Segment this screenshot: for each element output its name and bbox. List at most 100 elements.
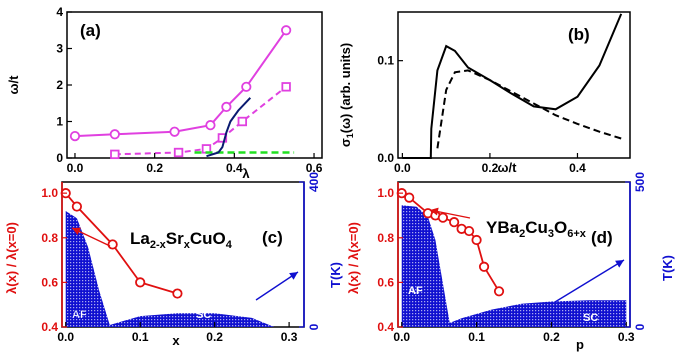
panel-c-x-ticks: 0.0 0.1 0.2 0.3: [57, 322, 298, 344]
panel-a-x-ticks: 0.0 0.2 0.4 0.6: [67, 153, 323, 175]
panel-c-blue-arrow-head: [289, 272, 298, 280]
panel-c-sc-label: SC: [196, 309, 211, 321]
panel-d-ylabel-right: T(K): [660, 255, 675, 281]
panel-c-formula-mid: Sr: [166, 229, 184, 248]
panel-a-ytick-label: 0: [56, 151, 63, 165]
panel-c-point: [135, 277, 146, 288]
panel-d-ytick-label: 0.6: [377, 275, 394, 289]
panel-a-point: [109, 129, 120, 140]
panel-d-point: [463, 225, 475, 237]
panel-a-point: [169, 126, 180, 137]
panel-b-label: (b): [568, 25, 590, 44]
panel-a-y-ticks: 0 1 2 3 4: [56, 5, 72, 165]
panel-d-ytick-label: 0.8: [377, 231, 394, 245]
panel-b-ytick-label: 0.1: [377, 54, 394, 68]
panel-d-label: (d): [591, 228, 613, 247]
panel-d-phase-regions: [401, 205, 627, 327]
panel-c-ytick-label: 0: [307, 323, 321, 330]
panel-b-xtick-label: 0.4: [569, 161, 586, 175]
panel-a-xtick-label: 0.4: [226, 161, 243, 175]
panel-b-xtick-label: 0.2: [482, 161, 499, 175]
panel-b-series-1-line: [436, 69, 622, 149]
panel-d-af-region: [401, 205, 451, 327]
panel-b-ylabel-sigma: σ: [338, 138, 353, 147]
panel-d-ytick-label: 1.0: [377, 186, 394, 200]
panel-d-point: [404, 192, 415, 203]
panel-a-label: (a): [80, 21, 101, 40]
panel-d-point: [437, 212, 449, 223]
panel-a-ytick-label: 2: [56, 78, 63, 92]
panel-a-series-0-line: [74, 29, 287, 138]
panel-d-marks: [396, 182, 631, 327]
panel-d-ytick-label: 0: [633, 323, 647, 330]
panel-c-ytick-label: 0.8: [41, 231, 58, 245]
panel-c: 0.0 0.1 0.2 0.3 0.4 0.6 0.8 1.0 0 400 (c) La2-x…: [4, 172, 343, 348]
panel-c-left-ticks: 0.4 0.6 0.8 1.0: [41, 186, 67, 334]
panel-d-point: [471, 234, 482, 246]
panel-b-ylabel-sub: 1: [345, 133, 355, 138]
panel-c-formula-tail: CuO: [190, 229, 226, 248]
panel-c-xtick-label: 0.3: [281, 330, 298, 344]
panel-c-point: [71, 201, 82, 212]
panel-d-xtick-label: 0.3: [618, 330, 635, 344]
panel-a-point: [173, 147, 184, 158]
panel-b-xlabel: ω/t: [498, 160, 518, 175]
panel-a-point: [110, 149, 120, 160]
panel-b-xtick-label: 0.0: [394, 161, 411, 175]
panel-a-xtick-label: 0.2: [146, 161, 163, 175]
panel-a-point: [69, 131, 81, 142]
panel-d-ylabel-left: λ(x) / λ(x=0): [346, 222, 361, 294]
panel-d-red-arrow-head: [430, 207, 439, 216]
panel-b-ytick-label: 0.0: [377, 151, 394, 165]
panel-d-xtick-label: 0.1: [468, 330, 485, 344]
panel-b-marks: [402, 13, 623, 159]
panel-d-formula-mid: Cu: [525, 218, 548, 237]
panel-a: 0.0 0.2 0.4 0.6 0 1 2 3 4 (a) ω/t λ: [6, 5, 323, 181]
panel-a-series-3-line: [206, 97, 252, 158]
panel-d-point: [478, 261, 490, 272]
panel-b-ylabel-rest: (ω) (arb. units): [338, 43, 353, 133]
panel-c-xtick-label: 0.2: [206, 330, 223, 344]
panel-c-formula-sub3: 4: [226, 239, 233, 251]
panel-c-red-arrow-head: [72, 227, 81, 236]
panel-d-sc-label: SC: [583, 312, 598, 324]
panel-d-x-ticks: 0.0 0.1 0.2 0.3: [393, 322, 635, 344]
panel-c-ytick-label: 0.6: [41, 275, 58, 289]
panel-c-ytick-label: 400: [307, 172, 321, 192]
panel-c-point: [172, 288, 183, 299]
panel-a-point: [205, 120, 216, 131]
panel-d-formula-sub1: 2: [519, 228, 525, 240]
panel-a-marks: [69, 25, 295, 160]
panel-d-left-ticks: 0.4 0.6 0.8 1.0: [377, 186, 403, 334]
panel-c-ylabel-left: λ(x) / λ(x=0): [4, 222, 19, 294]
panel-c-ylabel-right: T(K): [328, 262, 343, 288]
panel-c-xtick-label: 0.1: [132, 330, 149, 344]
panel-d-formula-sub3: 6+x: [567, 228, 587, 240]
panel-c-xtick-label: 0.0: [57, 330, 74, 344]
panel-a-point: [237, 116, 248, 127]
panel-d-formula-tail: O: [554, 218, 567, 237]
panel-c-formula-sub2: x: [184, 239, 191, 251]
panel-d-af-label: AF: [408, 285, 423, 297]
panel-c-phase-regions: [65, 211, 275, 327]
panel-d-sc-region: [439, 300, 627, 327]
panel-a-point: [241, 81, 252, 92]
panel-b: 0.0 0.2 0.4 0.00.1 (b) σ1(ω) (arb. units) …: [338, 11, 631, 175]
panel-a-point: [221, 101, 232, 113]
panel-a-point: [217, 133, 228, 143]
panel-d-ytick-label: 500: [633, 172, 647, 192]
panel-a-xtick-label: 0.6: [306, 161, 323, 175]
panel-c-ytick-label: 1.0: [41, 186, 58, 200]
panel-c-formula-sub1: 2-x: [150, 239, 167, 251]
panel-d: 0.0 0.1 0.2 0.3 0.4 0.6 0.8 1.0 0 500 (d) YBa2C…: [346, 172, 675, 352]
panel-d-right-ticks: 0 500: [625, 172, 647, 330]
panel-c-blue-arrow-shaft: [255, 271, 299, 301]
panel-c-af-label: AF: [72, 309, 87, 321]
panel-a-xtick-label: 0.0: [67, 161, 84, 175]
panel-c-label: (c): [262, 228, 283, 247]
panel-d-blue-arrow-shaft: [554, 259, 625, 303]
panel-a-ytick-label: 3: [56, 42, 63, 56]
panel-d-ytick-label: 0.4: [377, 320, 394, 334]
panel-c-af-region: [65, 211, 111, 327]
